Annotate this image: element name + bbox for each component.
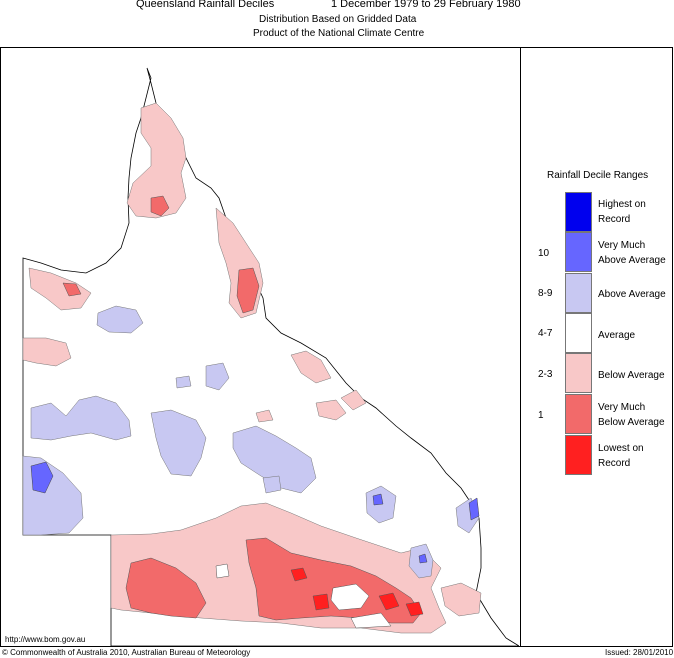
lowest-record-4: [405, 601, 424, 617]
legend-decile-8-9: 8-9: [538, 288, 553, 299]
very-above-avg-coast: [468, 497, 480, 521]
very-above-avg-west: [30, 461, 54, 494]
legend-decile-1: 1: [538, 410, 544, 421]
map-period: 1 December 1979 to 29 February 1980: [331, 0, 521, 10]
lowest-record-2: [312, 593, 330, 611]
legend-label-above: Above Average: [598, 289, 666, 300]
legend-label-highest: Highest on Record: [598, 199, 646, 225]
legend-decile-2-3: 2-3: [538, 369, 553, 380]
very-below-avg-cape: [150, 195, 170, 217]
very-below-avg-south: [245, 537, 422, 624]
legend-label-lowest: Lowest on Record: [598, 443, 644, 469]
below-avg-central: [315, 399, 347, 421]
below-avg-central-coast: [290, 350, 332, 384]
below-avg-gulf-south: [22, 337, 72, 367]
above-avg-small-1: [205, 362, 230, 391]
map-frame: [0, 47, 673, 647]
legend-decile-10: 10: [538, 248, 550, 259]
very-above-avg-southeast: [418, 553, 428, 564]
legend-divider: [520, 47, 521, 647]
lowest-record-3: [378, 592, 400, 611]
above-avg-central-west: [150, 409, 207, 477]
average-hole-3: [350, 612, 392, 629]
very-above-avg-east: [372, 493, 384, 506]
map-title: Queensland Rainfall Deciles: [136, 0, 275, 10]
legend-label-very-much-above: Very Much Above Average: [598, 240, 666, 266]
legend-swatch-very-much-below: [565, 394, 592, 434]
lowest-record-1: [290, 567, 308, 582]
below-avg-southeast: [440, 582, 482, 617]
legend-label-below: Below Average: [598, 370, 665, 381]
legend-label-very-much-below: Very Much Below Average: [598, 402, 665, 428]
above-avg-east-1: [365, 485, 397, 524]
map-subtitle-1: Distribution Based on Gridded Data: [259, 14, 417, 25]
source-url: http://www.bom.gov.au: [5, 635, 86, 644]
legend-swatch-lowest: [565, 435, 592, 475]
above-avg-small-3: [262, 475, 282, 494]
issued-date: Issued: 28/01/2010: [605, 648, 674, 657]
map-subtitle-2: Product of the National Climate Centre: [253, 28, 425, 39]
above-avg-central: [232, 425, 317, 494]
very-below-avg-gulf: [62, 282, 82, 297]
below-avg-small-1: [340, 389, 367, 411]
legend-swatch-highest: [565, 192, 592, 232]
above-avg-small-2: [175, 375, 192, 389]
legend-swatch-average: [565, 313, 592, 353]
average-hole-2: [215, 563, 230, 579]
legend-decile-4-7: 4-7: [538, 328, 553, 339]
copyright-notice: © Commonwealth of Australia 2010, Austra…: [2, 648, 251, 657]
legend-swatch-above: [565, 273, 592, 313]
below-avg-gulf-west: [28, 267, 92, 311]
very-below-avg-coast: [236, 267, 260, 314]
below-avg-small-2: [255, 409, 274, 423]
legend-label-average: Average: [598, 330, 636, 341]
very-below-avg-southwest: [125, 557, 207, 619]
below-avg-cape-york: [126, 102, 187, 219]
legend-title: Rainfall Decile Ranges: [547, 170, 649, 181]
legend-swatch-below: [565, 353, 592, 393]
average-hole-1: [330, 583, 370, 611]
queensland-decile-map: [22, 67, 519, 646]
legend-swatch-very-much-above: [565, 232, 592, 272]
above-avg-northwest: [30, 395, 132, 441]
above-avg-gulf: [96, 305, 144, 334]
